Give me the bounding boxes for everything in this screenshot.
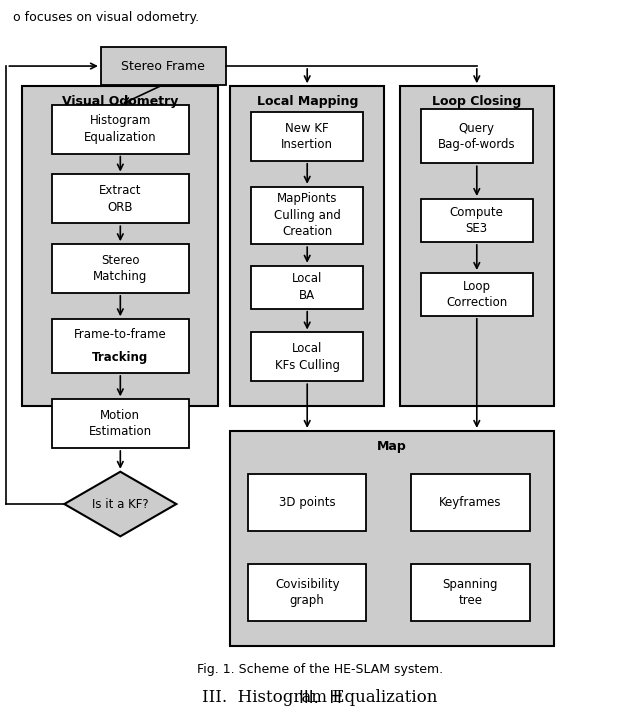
FancyBboxPatch shape (400, 86, 554, 406)
Text: MapPionts
Culling and
Creation: MapPionts Culling and Creation (274, 192, 340, 238)
FancyBboxPatch shape (412, 564, 529, 621)
Text: Local
KFs Culling: Local KFs Culling (275, 342, 340, 372)
Text: Query
Bag-of-words: Query Bag-of-words (438, 121, 516, 151)
Text: Is it a KF?: Is it a KF? (92, 498, 148, 510)
FancyBboxPatch shape (101, 47, 226, 85)
FancyBboxPatch shape (52, 244, 189, 293)
FancyBboxPatch shape (248, 474, 366, 531)
FancyBboxPatch shape (248, 564, 366, 621)
FancyBboxPatch shape (52, 105, 189, 154)
Text: III.  Histogram Equalization: III. Histogram Equalization (202, 689, 438, 707)
Text: Local
BA: Local BA (292, 272, 323, 302)
Text: Frame-to-frame: Frame-to-frame (74, 328, 166, 341)
Polygon shape (65, 472, 177, 536)
FancyBboxPatch shape (251, 266, 363, 309)
FancyBboxPatch shape (421, 109, 532, 163)
Text: Loop Closing: Loop Closing (432, 95, 522, 108)
Text: Stereo Frame: Stereo Frame (121, 60, 205, 73)
Text: o focuses on visual odometry.: o focuses on visual odometry. (13, 11, 199, 24)
Text: Histogram
Equalization: Histogram Equalization (84, 114, 157, 144)
FancyBboxPatch shape (230, 86, 384, 406)
Text: Fig. 1. Scheme of the HE-SLAM system.: Fig. 1. Scheme of the HE-SLAM system. (197, 663, 443, 676)
Text: Map: Map (377, 440, 407, 453)
FancyBboxPatch shape (251, 332, 363, 381)
Text: Spanning
tree: Spanning tree (443, 577, 498, 607)
FancyBboxPatch shape (251, 187, 363, 244)
FancyBboxPatch shape (421, 273, 532, 316)
Text: 3D points: 3D points (279, 496, 335, 509)
FancyBboxPatch shape (52, 174, 189, 223)
FancyBboxPatch shape (52, 319, 189, 373)
FancyBboxPatch shape (251, 112, 363, 161)
Text: Covisibility
graph: Covisibility graph (275, 577, 339, 607)
Text: III.  H: III. H (299, 689, 341, 707)
Text: Keyframes: Keyframes (439, 496, 502, 509)
FancyBboxPatch shape (421, 199, 532, 242)
Text: Compute
SE3: Compute SE3 (450, 205, 504, 236)
Text: Loop
Correction: Loop Correction (446, 279, 508, 309)
Text: Extract
ORB: Extract ORB (99, 184, 141, 214)
Text: Visual Odometry: Visual Odometry (62, 95, 178, 108)
Text: New KF
Insertion: New KF Insertion (281, 121, 333, 151)
FancyBboxPatch shape (22, 86, 218, 406)
Text: Local Mapping: Local Mapping (257, 95, 358, 108)
FancyBboxPatch shape (412, 474, 529, 531)
Text: Tracking: Tracking (92, 351, 148, 364)
FancyBboxPatch shape (52, 399, 189, 448)
Text: Stereo
Matching: Stereo Matching (93, 253, 147, 284)
Text: Motion
Estimation: Motion Estimation (89, 409, 152, 439)
FancyBboxPatch shape (230, 431, 554, 646)
